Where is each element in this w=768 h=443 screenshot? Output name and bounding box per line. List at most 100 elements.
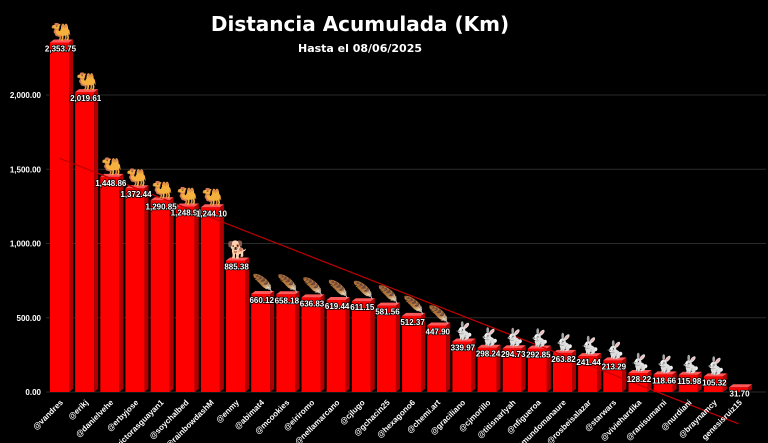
bar: [402, 312, 426, 392]
bar-top: [553, 349, 576, 353]
bar-face: [50, 42, 69, 392]
bar-face: [351, 301, 371, 392]
bar-side: [320, 294, 325, 392]
bar-top: [402, 312, 426, 316]
bar: [502, 345, 526, 392]
feather-icon: 🪶: [277, 273, 298, 294]
feather-icon: 🪶: [378, 285, 399, 306]
camel-icon: 🐫: [202, 187, 223, 207]
value-label: 512.37: [400, 318, 425, 327]
bar-face: [502, 348, 522, 392]
camel-icon: 🐫: [51, 22, 72, 42]
bar-face: [477, 347, 497, 392]
bar: [628, 369, 652, 392]
bar: [200, 204, 224, 392]
bar-top: [678, 371, 702, 375]
bar-top: [477, 344, 501, 348]
bar-top: [301, 294, 325, 298]
bar: [603, 357, 627, 392]
y-axis: 0.00 500.00 1,000.00 1,500.00 2,000.00: [10, 91, 42, 397]
x-tick-label: @rosbeisalazar: [545, 398, 593, 443]
rabbit-icon: 🐇: [529, 328, 550, 349]
bar-side: [622, 357, 627, 392]
value-label: 611.15: [350, 303, 375, 312]
bar-face: [452, 341, 472, 392]
feather-icon: 🪶: [252, 273, 273, 294]
bar-face: [326, 300, 346, 392]
trend-line: [59, 157, 739, 425]
x-tick-label: @vandres: [31, 398, 65, 432]
bar-face: [276, 294, 296, 392]
rabbit-icon: 🐇: [478, 327, 499, 348]
rabbit-icon: 🐇: [629, 352, 650, 373]
bar-top: [351, 298, 375, 302]
value-label: 885.38: [224, 263, 249, 272]
bar-face: [729, 387, 749, 392]
bar: [150, 197, 174, 392]
x-tick-label: @nellamarcano: [293, 398, 341, 443]
bar: [729, 384, 753, 392]
value-label: 1,244.10: [196, 209, 228, 218]
bar-face: [578, 356, 598, 392]
bar: [351, 298, 375, 392]
bar: [578, 353, 602, 392]
bar-top: [50, 39, 73, 43]
bar-icons: 🐫🐫🐫🐫🐫 🐫 🐫🐕🪶 🪶 🪶 🪶 🪶 🪶🪶 🪶🐇 🐇 🐇 🐇 🐇 🐇 🐇🐇 🐇 🐇 🐇: [51, 22, 726, 376]
bar-top: [427, 322, 451, 326]
value-label: 619.44: [325, 302, 350, 311]
camel-icon: 🐫: [101, 157, 122, 177]
bar: [653, 371, 677, 392]
bar: [251, 290, 275, 392]
bar-top: [75, 89, 99, 93]
bar-side: [748, 384, 753, 392]
bar: [452, 338, 476, 392]
y-tick-label: 500.00: [17, 314, 42, 323]
bar-top: [226, 257, 250, 261]
value-label: 31.70: [730, 389, 751, 398]
bar-top: [200, 204, 224, 208]
value-label: 2,019.61: [70, 94, 102, 103]
value-label: 660.12: [249, 296, 274, 305]
value-label: 128.22: [627, 375, 652, 384]
rabbit-icon: 🐇: [554, 332, 575, 353]
bar-side: [722, 373, 727, 392]
bar-top: [326, 297, 350, 301]
value-label: 1,448.86: [95, 179, 127, 188]
bar: [226, 257, 250, 392]
bar-side: [370, 298, 375, 392]
rabbit-icon: 🐇: [453, 321, 474, 342]
bar: [100, 173, 124, 392]
bar: [427, 322, 451, 392]
value-label: 241.44: [576, 358, 601, 367]
feather-icon: 🪶: [428, 304, 449, 325]
value-label: 2,353.75: [45, 44, 77, 53]
camel-icon: 🐫: [126, 168, 147, 188]
bar-face: [527, 348, 547, 392]
bar-top: [653, 371, 677, 375]
value-labels: 2,353.75 2,019.61 1,448.86 1,372.44 1,290.85…: [44, 44, 751, 399]
bar-face: [427, 325, 447, 392]
value-label: 298.24: [476, 350, 501, 359]
bar-top: [603, 357, 627, 361]
bar-top: [251, 290, 275, 294]
bar-top: [502, 345, 526, 349]
value-label: 115.98: [677, 377, 702, 386]
value-label: 339.97: [451, 344, 476, 353]
bar-face: [653, 374, 673, 392]
value-label: 292.85: [526, 351, 551, 360]
value-label: 294.73: [501, 350, 526, 359]
bar-face: [200, 207, 220, 392]
bar-top: [376, 302, 400, 306]
bar: [477, 344, 501, 392]
value-label: 105.32: [702, 378, 727, 387]
feather-icon: 🪶: [353, 280, 374, 301]
bar-face: [100, 176, 120, 392]
bar: [125, 185, 149, 392]
bar-face: [150, 200, 170, 392]
bar-side: [144, 185, 149, 392]
y-tick-label: 1,000.00: [10, 240, 42, 249]
bar-side: [194, 203, 199, 392]
bar-face: [402, 315, 422, 392]
value-label: 1,290.85: [146, 202, 178, 211]
value-label: 447.90: [426, 327, 451, 336]
